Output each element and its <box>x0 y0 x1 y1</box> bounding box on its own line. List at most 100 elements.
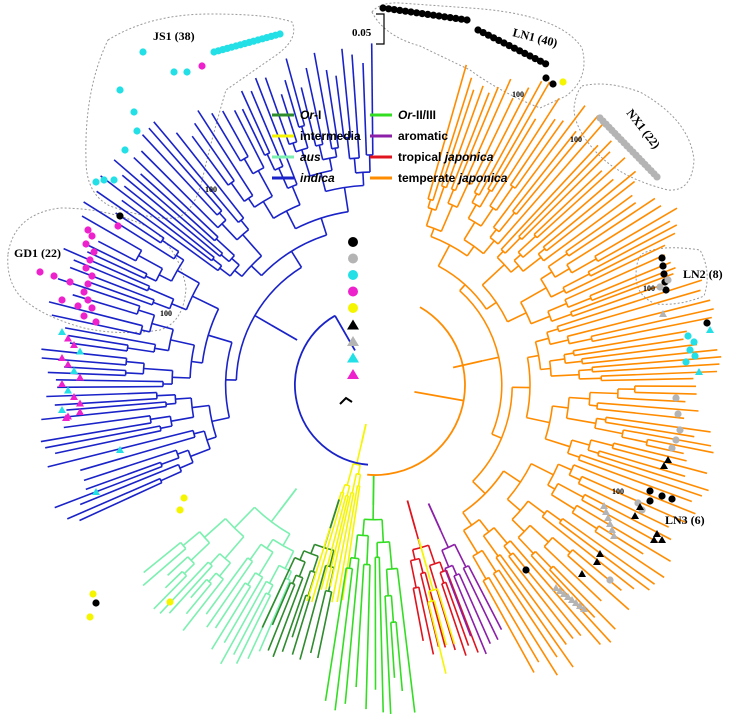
branch-segment <box>591 308 714 338</box>
branch-segment <box>573 338 684 357</box>
bootstrap-labels: 100 100 100 100 100 100 <box>160 90 655 496</box>
tip-circle <box>276 30 284 38</box>
branch-segment <box>66 401 166 411</box>
branch-arc <box>241 255 263 277</box>
branch-arc <box>594 255 599 262</box>
marker-key-triangle <box>347 352 359 363</box>
branch-segment <box>64 327 156 346</box>
tip-circle <box>606 576 614 584</box>
branch-segment <box>565 244 666 294</box>
branch-segment <box>517 235 537 253</box>
branch-arc <box>189 344 196 379</box>
branch-segment <box>63 247 150 287</box>
branch-segment <box>160 470 182 482</box>
branch-segment <box>143 541 182 574</box>
branch-segment <box>482 535 499 557</box>
branch-segment <box>549 358 565 362</box>
legend-label-tropical: tropical japonica <box>398 150 494 164</box>
branch-segment <box>384 595 392 714</box>
branch-segment <box>597 454 709 492</box>
branch-segment <box>589 261 672 297</box>
branch-segment <box>534 550 552 569</box>
branch-arc <box>459 290 503 435</box>
tip-circle <box>58 296 66 304</box>
branch-segment <box>453 575 487 655</box>
branch-segment <box>166 402 176 406</box>
cluster-outline-ln2 <box>635 247 708 305</box>
branch-arc <box>518 235 523 240</box>
tip-circle <box>660 270 668 278</box>
branch-arc <box>503 540 511 547</box>
branch-arc <box>322 156 337 161</box>
branch-segment <box>427 544 436 565</box>
branch-segment <box>249 543 262 561</box>
branch-segment <box>300 87 317 147</box>
branch-segment <box>193 122 235 182</box>
branch-arc <box>564 299 569 308</box>
tip-circle <box>418 10 426 18</box>
tip-circle <box>170 68 178 76</box>
branch-arc <box>566 336 570 344</box>
branch-segment <box>182 531 201 547</box>
branch-segment <box>578 482 670 528</box>
branch-segment <box>551 536 571 554</box>
branch-segment <box>521 151 611 240</box>
tip-circle <box>92 318 100 326</box>
branch-segment <box>280 94 298 143</box>
branch-segment <box>341 485 361 601</box>
tip-circle <box>84 226 92 234</box>
branch-arc <box>187 556 195 565</box>
tip-circle <box>180 494 188 502</box>
tip-circle <box>84 296 92 304</box>
branch-segment <box>267 584 296 651</box>
tip-triangle <box>58 380 66 387</box>
branch-segment <box>573 330 687 352</box>
tip-triangle <box>636 503 644 510</box>
tip-circle <box>542 60 550 68</box>
marker-key-circle <box>348 253 358 264</box>
branch-segment <box>504 237 521 254</box>
branch-segment <box>291 574 297 584</box>
branch-segment <box>581 343 698 360</box>
branch-arc <box>566 264 573 274</box>
branch-segment <box>551 313 572 323</box>
tip-circle <box>672 394 680 402</box>
branch-segment <box>57 385 164 389</box>
branch-segment <box>432 77 473 201</box>
tip-circle <box>86 613 94 621</box>
branch-segment <box>406 500 417 530</box>
branch-arc <box>367 306 466 476</box>
branch-arc <box>187 450 194 463</box>
branch-arc <box>525 357 531 418</box>
branch-segment <box>69 266 155 301</box>
branch-segment <box>576 504 672 562</box>
branch-segment <box>191 360 203 364</box>
branch-segment <box>462 529 479 554</box>
branch-segment <box>214 582 246 629</box>
branch-segment <box>41 348 127 360</box>
tip-triangle <box>660 462 668 469</box>
branch-arc <box>160 237 165 244</box>
branch-arc <box>298 124 305 128</box>
branch-segment <box>328 158 333 171</box>
branch-segment <box>559 522 650 591</box>
branch-segment <box>582 349 718 365</box>
branch-arc <box>203 430 211 450</box>
branch-segment <box>115 212 162 244</box>
branch-segment <box>395 621 404 692</box>
branch-segment <box>320 495 347 590</box>
branch-segment <box>439 561 445 572</box>
branch-segment <box>587 449 599 455</box>
branch-segment <box>206 560 254 628</box>
tip-circle <box>66 278 74 286</box>
marker-key-triangle <box>347 369 359 379</box>
branch-segment <box>482 356 499 362</box>
cluster-label-ln1: LN1 (40) <box>511 25 559 50</box>
cluster-label-ln3: LN3 (6) <box>665 513 705 527</box>
tip-circle <box>646 487 654 495</box>
branch-segment <box>549 339 569 346</box>
branch-segment <box>100 175 213 262</box>
tip-triangle <box>650 536 658 543</box>
tip-circle <box>522 566 530 574</box>
branch-segment <box>148 127 223 212</box>
